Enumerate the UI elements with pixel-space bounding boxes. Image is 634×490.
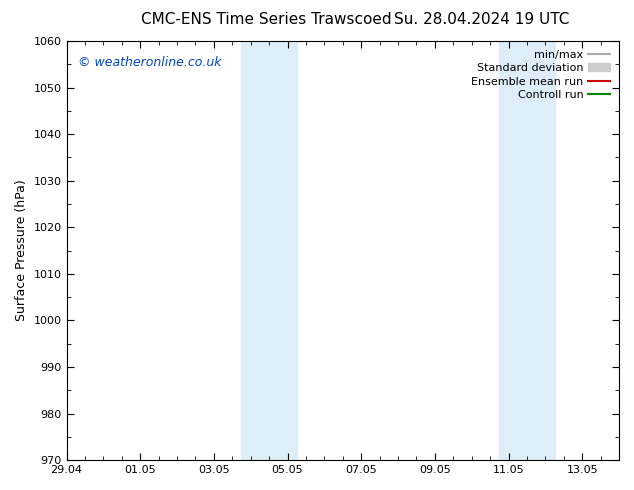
Y-axis label: Surface Pressure (hPa): Surface Pressure (hPa): [15, 180, 28, 321]
Text: CMC-ENS Time Series Trawscoed: CMC-ENS Time Series Trawscoed: [141, 12, 392, 27]
Text: Su. 28.04.2024 19 UTC: Su. 28.04.2024 19 UTC: [394, 12, 569, 27]
Text: © weatheronline.co.uk: © weatheronline.co.uk: [77, 56, 221, 69]
Legend: min/max, Standard deviation, Ensemble mean run, Controll run: min/max, Standard deviation, Ensemble me…: [468, 47, 614, 103]
Bar: [242, 41, 297, 460]
Bar: [500, 41, 555, 460]
